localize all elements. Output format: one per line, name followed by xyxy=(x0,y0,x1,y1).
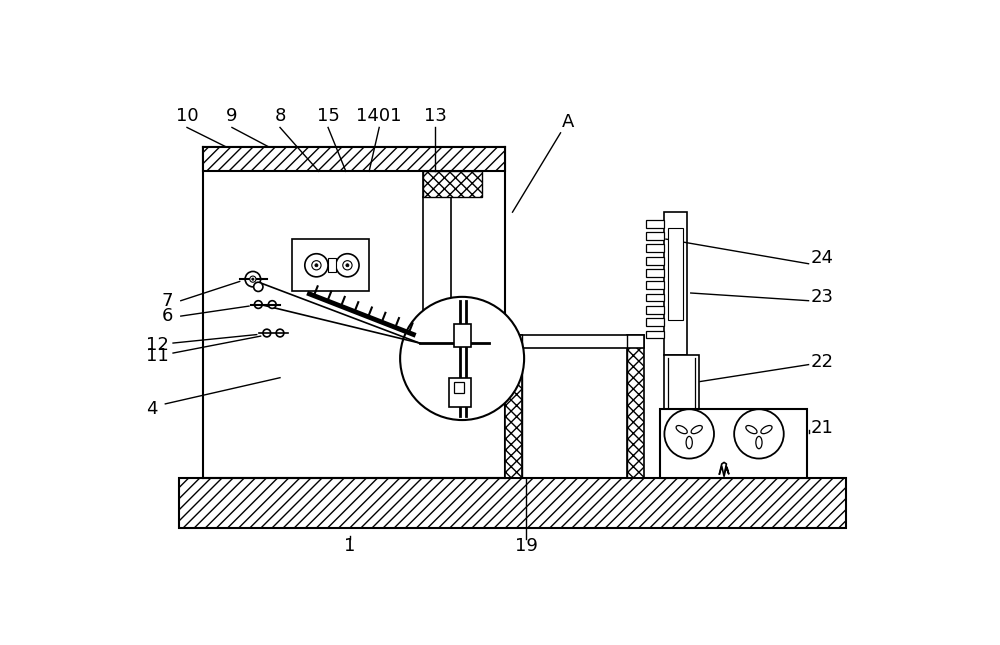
Bar xyxy=(454,382,464,393)
Bar xyxy=(660,408,807,478)
Circle shape xyxy=(343,261,352,270)
Bar xyxy=(664,212,687,355)
Bar xyxy=(646,269,664,277)
Circle shape xyxy=(664,410,714,459)
Circle shape xyxy=(346,264,349,267)
Ellipse shape xyxy=(686,437,692,449)
Bar xyxy=(646,257,664,264)
Ellipse shape xyxy=(746,426,757,433)
Circle shape xyxy=(252,278,254,281)
Circle shape xyxy=(268,301,276,308)
Circle shape xyxy=(734,410,784,459)
Bar xyxy=(449,378,471,407)
Bar xyxy=(646,220,664,228)
Circle shape xyxy=(336,253,359,277)
Text: 23: 23 xyxy=(811,288,834,306)
Bar xyxy=(646,232,664,240)
Text: 21: 21 xyxy=(811,419,834,437)
Circle shape xyxy=(254,301,262,308)
Bar xyxy=(646,244,664,252)
Circle shape xyxy=(400,297,524,420)
Text: A: A xyxy=(562,113,574,131)
Bar xyxy=(328,259,336,272)
Bar xyxy=(646,331,664,339)
Ellipse shape xyxy=(676,426,687,433)
Text: 11: 11 xyxy=(146,347,169,365)
Text: 24: 24 xyxy=(811,250,834,267)
Bar xyxy=(179,478,846,528)
Text: 6: 6 xyxy=(162,307,173,325)
Circle shape xyxy=(312,261,321,270)
Ellipse shape xyxy=(756,437,762,449)
Bar xyxy=(292,239,369,292)
Ellipse shape xyxy=(691,426,702,433)
Text: 8: 8 xyxy=(274,107,286,125)
Bar xyxy=(627,335,644,478)
Bar xyxy=(646,306,664,313)
Circle shape xyxy=(402,299,523,419)
Text: 9: 9 xyxy=(226,107,238,125)
Circle shape xyxy=(245,272,261,287)
Text: 19: 19 xyxy=(515,537,538,555)
Bar xyxy=(505,335,644,348)
Bar xyxy=(646,319,664,326)
Circle shape xyxy=(250,276,256,283)
Bar xyxy=(202,146,505,172)
Text: 10: 10 xyxy=(176,107,198,125)
Text: 1401: 1401 xyxy=(356,107,402,125)
Circle shape xyxy=(315,264,318,267)
Text: 1: 1 xyxy=(344,537,355,555)
Bar xyxy=(454,324,471,347)
Bar xyxy=(505,335,522,478)
Text: 15: 15 xyxy=(317,107,339,125)
Circle shape xyxy=(276,329,284,337)
Circle shape xyxy=(254,283,263,292)
Circle shape xyxy=(305,253,328,277)
Bar xyxy=(664,355,698,478)
Text: 7: 7 xyxy=(162,292,173,310)
Bar xyxy=(646,293,664,301)
Bar xyxy=(668,228,683,320)
Bar xyxy=(646,281,664,289)
Text: 22: 22 xyxy=(811,353,834,372)
Circle shape xyxy=(263,329,271,337)
Ellipse shape xyxy=(761,426,772,433)
Text: 12: 12 xyxy=(146,336,169,354)
Text: 13: 13 xyxy=(424,107,446,125)
Text: 4: 4 xyxy=(146,399,158,417)
Bar xyxy=(423,172,482,197)
